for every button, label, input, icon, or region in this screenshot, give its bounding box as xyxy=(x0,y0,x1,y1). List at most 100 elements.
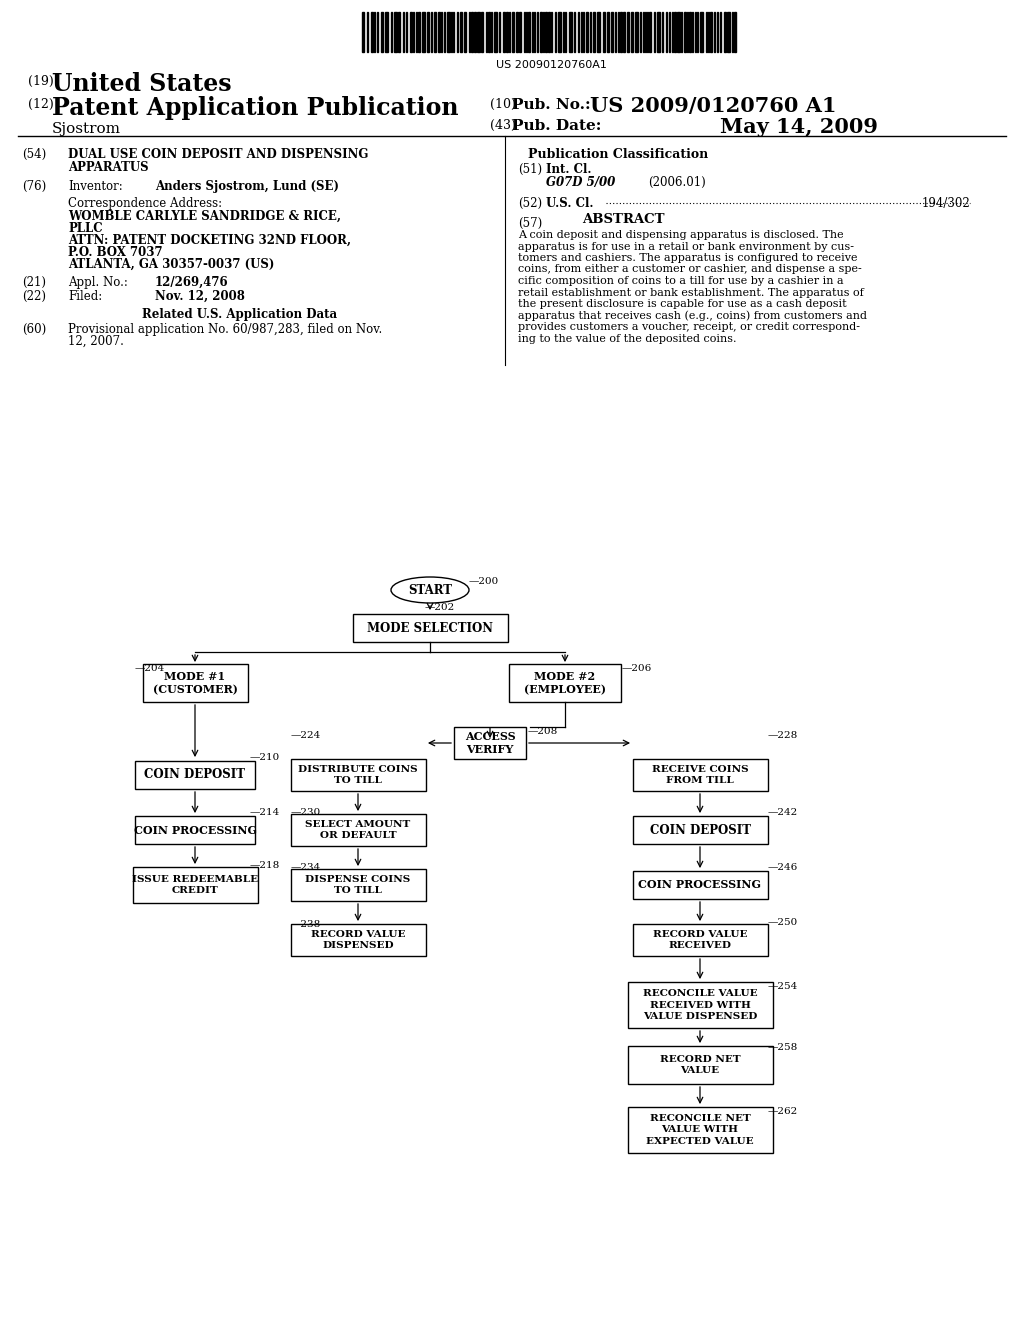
Text: (54): (54) xyxy=(22,148,46,161)
Text: US 2009/0120760 A1: US 2009/0120760 A1 xyxy=(590,96,837,116)
Bar xyxy=(528,12,530,51)
Text: RECONCILE NET
VALUE WITH
EXPECTED VALUE: RECONCILE NET VALUE WITH EXPECTED VALUE xyxy=(646,1114,754,1146)
Text: ABSTRACT: ABSTRACT xyxy=(582,213,665,226)
Bar xyxy=(674,12,676,51)
Text: US 20090120760A1: US 20090120760A1 xyxy=(496,59,606,70)
Bar xyxy=(734,12,736,51)
Text: (2006.01): (2006.01) xyxy=(648,176,706,189)
Bar xyxy=(684,12,686,51)
Text: cific composition of coins to a till for use by a cashier in a: cific composition of coins to a till for… xyxy=(518,276,844,286)
Text: —234: —234 xyxy=(291,863,322,873)
Bar xyxy=(586,12,588,51)
Text: tomers and cashiers. The apparatus is configured to receive: tomers and cashiers. The apparatus is co… xyxy=(518,253,857,263)
Text: COIN PROCESSING: COIN PROCESSING xyxy=(133,825,256,836)
Text: ATLANTA, GA 30357-0037 (US): ATLANTA, GA 30357-0037 (US) xyxy=(68,257,274,271)
Text: —208: —208 xyxy=(528,727,558,737)
Text: 12, 2007.: 12, 2007. xyxy=(68,335,124,348)
Text: —202: —202 xyxy=(425,603,456,612)
Text: (22): (22) xyxy=(22,290,46,304)
Text: —218: —218 xyxy=(250,861,281,870)
Text: —200: —200 xyxy=(469,577,500,586)
Text: May 14, 2009: May 14, 2009 xyxy=(720,117,878,137)
Text: —228: —228 xyxy=(768,731,799,741)
Text: G07D 5/00: G07D 5/00 xyxy=(546,176,615,189)
Ellipse shape xyxy=(391,577,469,603)
FancyBboxPatch shape xyxy=(633,871,768,899)
Text: Correspondence Address:: Correspondence Address: xyxy=(68,197,222,210)
Text: U.S. Cl.: U.S. Cl. xyxy=(546,197,594,210)
Text: DISPENSE COINS
TO TILL: DISPENSE COINS TO TILL xyxy=(305,875,411,895)
Text: Patent Application Publication: Patent Application Publication xyxy=(52,96,459,120)
Text: Nov. 12, 2008: Nov. 12, 2008 xyxy=(155,290,245,304)
Text: RECORD VALUE
RECEIVED: RECORD VALUE RECEIVED xyxy=(652,931,748,950)
FancyBboxPatch shape xyxy=(291,869,426,902)
Bar xyxy=(488,12,490,51)
Bar xyxy=(434,12,436,51)
Bar xyxy=(385,12,388,51)
Text: DUAL USE COIN DEPOSIT AND DISPENSING: DUAL USE COIN DEPOSIT AND DISPENSING xyxy=(68,148,369,161)
FancyBboxPatch shape xyxy=(633,924,768,956)
Text: ISSUE REDEEMABLE
CREDIT: ISSUE REDEEMABLE CREDIT xyxy=(132,875,258,895)
Text: Publication Classification: Publication Classification xyxy=(528,148,709,161)
FancyBboxPatch shape xyxy=(628,982,772,1028)
Bar xyxy=(516,12,518,51)
Text: Provisional application No. 60/987,283, filed on Nov.: Provisional application No. 60/987,283, … xyxy=(68,323,382,337)
Bar xyxy=(481,12,483,51)
Text: —204: —204 xyxy=(135,664,165,673)
Bar xyxy=(418,12,420,51)
Bar xyxy=(477,12,480,51)
Text: Pub. No.:: Pub. No.: xyxy=(512,98,591,112)
Bar xyxy=(620,12,622,51)
Bar xyxy=(503,12,505,51)
Text: apparatus that receives cash (e.g., coins) from customers and: apparatus that receives cash (e.g., coin… xyxy=(518,310,867,321)
Bar xyxy=(427,12,429,51)
FancyBboxPatch shape xyxy=(142,664,248,702)
Text: Pub. Date:: Pub. Date: xyxy=(512,119,601,133)
Text: —214: —214 xyxy=(250,808,281,817)
Text: Appl. No.:: Appl. No.: xyxy=(68,276,128,289)
Bar xyxy=(607,12,609,51)
Bar xyxy=(635,12,638,51)
Text: —206: —206 xyxy=(622,664,652,673)
Bar xyxy=(464,12,466,51)
Text: DISTRIBUTE COINS
TO TILL: DISTRIBUTE COINS TO TILL xyxy=(298,766,418,785)
Bar xyxy=(512,12,514,51)
Text: —250: —250 xyxy=(768,917,799,927)
Bar xyxy=(398,12,400,51)
Bar xyxy=(657,12,660,51)
Text: A coin deposit and dispensing apparatus is disclosed. The: A coin deposit and dispensing apparatus … xyxy=(518,230,844,240)
Text: APPARATUS: APPARATUS xyxy=(68,161,148,174)
Text: 194/302: 194/302 xyxy=(922,197,970,210)
Bar xyxy=(394,12,397,51)
Bar xyxy=(381,12,383,51)
Text: —262: —262 xyxy=(768,1107,799,1115)
Bar xyxy=(471,12,473,51)
FancyBboxPatch shape xyxy=(135,762,255,789)
Text: Filed:: Filed: xyxy=(68,290,102,304)
FancyBboxPatch shape xyxy=(291,924,426,956)
Text: (12): (12) xyxy=(28,98,53,111)
Text: RECEIVE COINS
FROM TILL: RECEIVE COINS FROM TILL xyxy=(651,766,749,785)
Bar xyxy=(569,12,572,51)
Text: (76): (76) xyxy=(22,180,46,193)
Bar xyxy=(689,12,691,51)
Text: PLLC: PLLC xyxy=(68,222,102,235)
Text: (57): (57) xyxy=(518,216,543,230)
FancyBboxPatch shape xyxy=(135,816,255,843)
Text: COIN DEPOSIT: COIN DEPOSIT xyxy=(649,824,751,837)
Text: ACCESS
VERIFY: ACCESS VERIFY xyxy=(465,731,515,755)
Text: (19): (19) xyxy=(28,75,53,88)
Bar xyxy=(611,12,613,51)
Text: —258: —258 xyxy=(768,1043,799,1052)
Text: RECONCILE VALUE
RECEIVED WITH
VALUE DISPENSED: RECONCILE VALUE RECEIVED WITH VALUE DISP… xyxy=(643,990,758,1020)
Bar xyxy=(519,12,521,51)
Text: P.O. BOX 7037: P.O. BOX 7037 xyxy=(68,246,163,259)
Text: (21): (21) xyxy=(22,276,46,289)
Text: Related U.S. Application Data: Related U.S. Application Data xyxy=(142,308,338,321)
Bar xyxy=(447,12,450,51)
Bar xyxy=(558,12,561,51)
Bar xyxy=(410,12,412,51)
FancyBboxPatch shape xyxy=(633,759,768,791)
Bar xyxy=(438,12,440,51)
FancyBboxPatch shape xyxy=(509,664,621,702)
